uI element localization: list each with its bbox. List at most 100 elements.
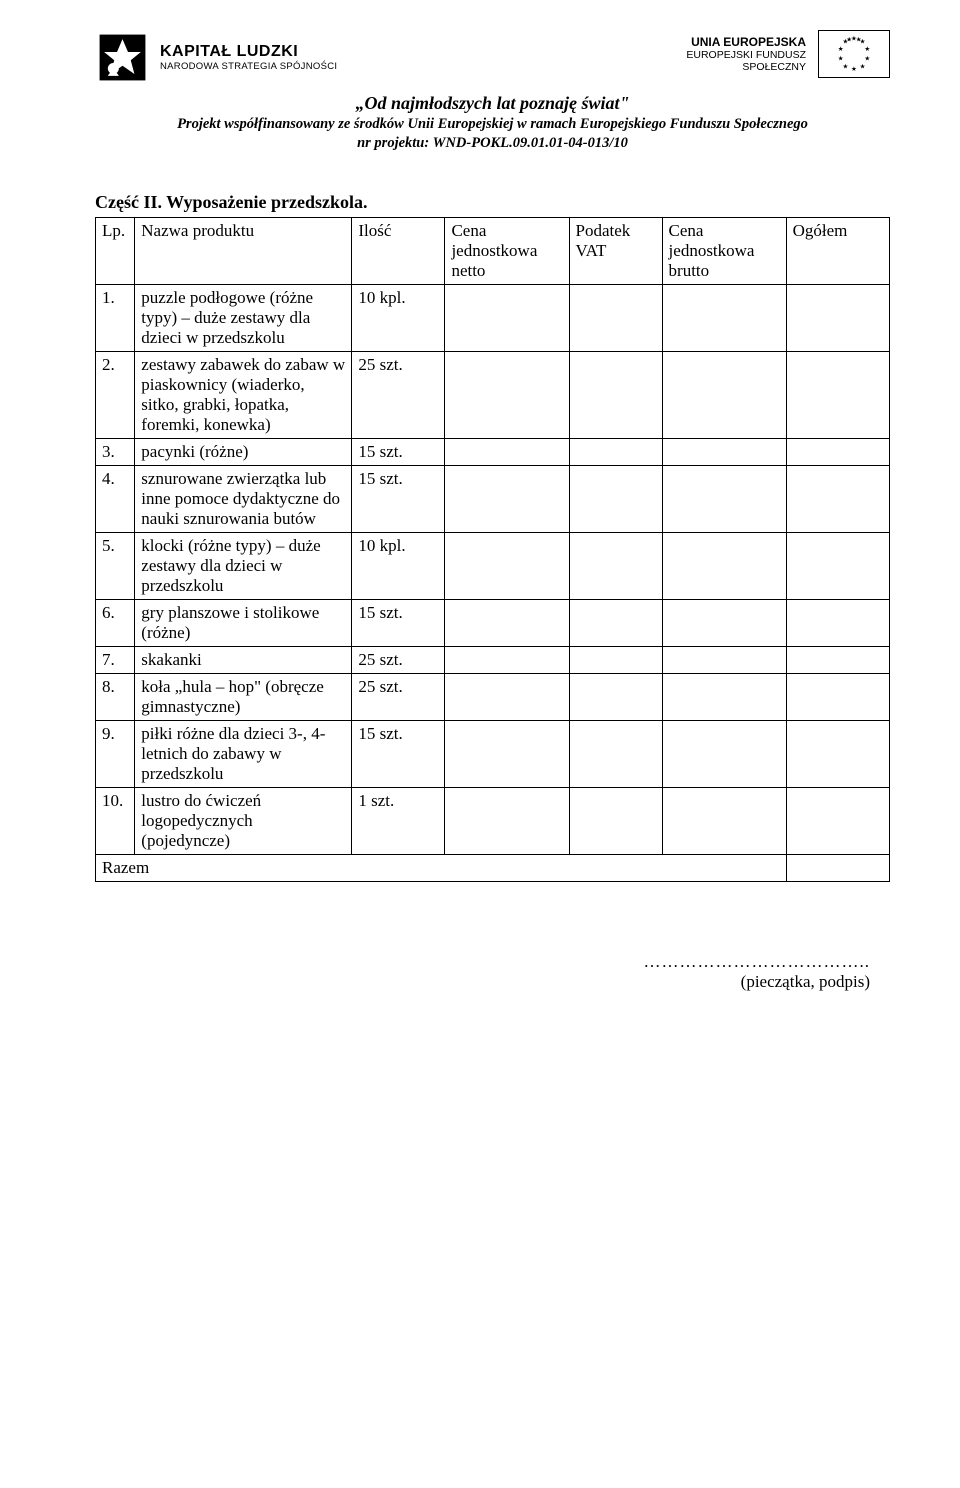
table-cell [445, 600, 569, 647]
table-cell: 10 kpl. [352, 533, 445, 600]
col-lp: Lp. [96, 218, 135, 285]
table-cell: 15 szt. [352, 439, 445, 466]
table-cell: 10 kpl. [352, 285, 445, 352]
table-cell [786, 285, 889, 352]
table-cell [662, 285, 786, 352]
table-razem-row: Razem [96, 855, 890, 882]
table-cell: 15 szt. [352, 466, 445, 533]
table-cell [445, 674, 569, 721]
table-cell: 9. [96, 721, 135, 788]
table-cell: 25 szt. [352, 647, 445, 674]
footer-signature: ……………………………….. (pieczątka, podpis) [95, 952, 890, 992]
section-title: Część II. Wyposażenie przedszkola. [95, 192, 890, 213]
table-cell [662, 352, 786, 439]
table-cell: 4. [96, 466, 135, 533]
table-cell [445, 285, 569, 352]
table-cell: koła „hula – hop" (obręcze gimnastyczne) [135, 674, 352, 721]
table-cell [786, 721, 889, 788]
table-cell [569, 600, 662, 647]
table-row: 10.lustro do ćwiczeń logopedycznych (poj… [96, 788, 890, 855]
table-header-row: Lp. Nazwa produktu Ilość Cena jednostkow… [96, 218, 890, 285]
project-number: nr projektu: WND-POKL.09.01.01-04-013/10 [95, 135, 890, 152]
table-cell: 25 szt. [352, 674, 445, 721]
table-cell: 7. [96, 647, 135, 674]
table-row: 8.koła „hula – hop" (obręcze gimnastyczn… [96, 674, 890, 721]
page: KAPITAŁ LUDZKI NARODOWA STRATEGIA SPÓJNO… [0, 0, 960, 1032]
table-cell [445, 466, 569, 533]
eu-line1: UNIA EUROPEJSKA [686, 35, 806, 49]
table-cell: 2. [96, 352, 135, 439]
table-cell: 1 szt. [352, 788, 445, 855]
table-cell: 5. [96, 533, 135, 600]
table-cell [662, 674, 786, 721]
svg-text:★: ★ [864, 45, 870, 53]
col-total: Ogółem [786, 218, 889, 285]
table-cell [569, 788, 662, 855]
table-cell: 6. [96, 600, 135, 647]
table-cell: puzzle podłogowe (różne typy) – duże zes… [135, 285, 352, 352]
table-cell [445, 439, 569, 466]
table-row: 9.piłki różne dla dzieci 3-, 4-letnich d… [96, 721, 890, 788]
eu-line3: SPOŁECZNY [686, 61, 806, 73]
table-row: 6.gry planszowe i stolikowe (różne)15 sz… [96, 600, 890, 647]
table-cell: piłki różne dla dzieci 3-, 4-letnich do … [135, 721, 352, 788]
table-cell [445, 721, 569, 788]
table-cell: 25 szt. [352, 352, 445, 439]
header-row: KAPITAŁ LUDZKI NARODOWA STRATEGIA SPÓJNO… [95, 30, 890, 85]
table-cell [786, 439, 889, 466]
table-cell [569, 352, 662, 439]
table-row: 3.pacynki (różne)15 szt. [96, 439, 890, 466]
table-cell: pacynki (różne) [135, 439, 352, 466]
table-cell [662, 788, 786, 855]
table-cell [786, 600, 889, 647]
col-vat: Podatek VAT [569, 218, 662, 285]
table-cell [786, 466, 889, 533]
col-name: Nazwa produktu [135, 218, 352, 285]
table-cell [662, 647, 786, 674]
eu-line2: EUROPEJSKI FUNDUSZ [686, 49, 806, 61]
table-cell [569, 533, 662, 600]
table-cell [662, 533, 786, 600]
col-brutto: Cena jednostkowa brutto [662, 218, 786, 285]
table-cell [569, 647, 662, 674]
equipment-table: Lp. Nazwa produktu Ilość Cena jednostkow… [95, 217, 890, 882]
project-title: „Od najmłodszych lat poznaję świat" [95, 93, 890, 114]
col-netto: Cena jednostkowa netto [445, 218, 569, 285]
table-cell [569, 466, 662, 533]
kl-title: KAPITAŁ LUDZKI [160, 43, 337, 61]
kapital-ludzki-text: KAPITAŁ LUDZKI NARODOWA STRATEGIA SPÓJNO… [160, 43, 337, 72]
table-cell [445, 533, 569, 600]
logo-right: UNIA EUROPEJSKA EUROPEJSKI FUNDUSZ SPOŁE… [686, 30, 890, 78]
table-cell: 8. [96, 674, 135, 721]
svg-text:★: ★ [856, 36, 862, 44]
table-cell: 10. [96, 788, 135, 855]
signature-dots: ……………………………….. [95, 952, 870, 972]
table-cell: 3. [96, 439, 135, 466]
table-cell [569, 674, 662, 721]
table-cell: skakanki [135, 647, 352, 674]
signature-label: (pieczątka, podpis) [95, 972, 870, 992]
table-cell [786, 674, 889, 721]
table-cell [786, 352, 889, 439]
kl-subtitle: NARODOWA STRATEGIA SPÓJNOŚCI [160, 61, 337, 72]
table-cell [445, 352, 569, 439]
svg-text:★: ★ [838, 45, 844, 53]
table-cell: lustro do ćwiczeń logopedycznych (pojedy… [135, 788, 352, 855]
table-row: 5.klocki (różne typy) – duże zestawy dla… [96, 533, 890, 600]
svg-text:★: ★ [864, 55, 870, 63]
logo-left: KAPITAŁ LUDZKI NARODOWA STRATEGIA SPÓJNO… [95, 30, 337, 85]
svg-text:★: ★ [838, 55, 844, 63]
eu-flag-icon: ★ ★ ★ ★ ★ ★ ★ ★ ★ ★ ★ ★ [818, 30, 890, 78]
table-cell [662, 439, 786, 466]
table-body: 1.puzzle podłogowe (różne typy) – duże z… [96, 285, 890, 855]
table-cell [786, 533, 889, 600]
table-cell: 1. [96, 285, 135, 352]
table-row: 2.zestawy zabawek do zabaw w piaskownicy… [96, 352, 890, 439]
table-cell: gry planszowe i stolikowe (różne) [135, 600, 352, 647]
table-row: 4.sznurowane zwierzątka lub inne pomoce … [96, 466, 890, 533]
kapital-ludzki-icon [95, 30, 150, 85]
table-cell: 15 szt. [352, 721, 445, 788]
table-cell [445, 788, 569, 855]
table-cell [569, 439, 662, 466]
razem-value [786, 855, 889, 882]
